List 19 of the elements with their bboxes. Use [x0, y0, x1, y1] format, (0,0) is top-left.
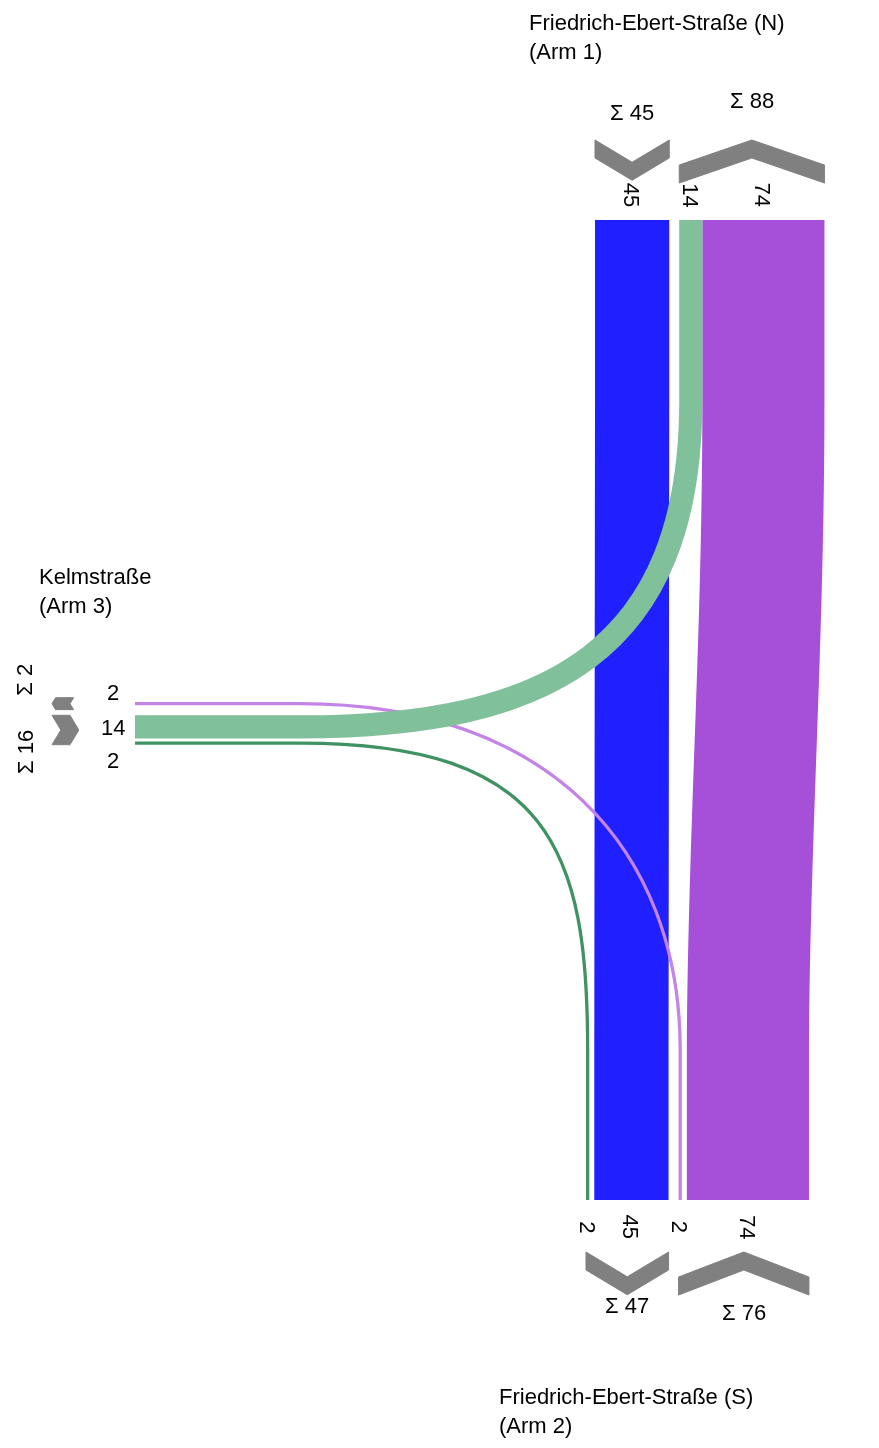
- data-label: 74: [750, 182, 776, 208]
- text: Σ 2: [12, 663, 38, 696]
- text: 45: [619, 182, 645, 208]
- text: Σ 45: [610, 100, 655, 125]
- text: 2: [667, 1220, 693, 1234]
- category-label: Kelmstraße (Arm 3): [39, 564, 152, 618]
- text: 2: [107, 748, 120, 773]
- category-label: Friedrich-Ebert-Straße (S) (Arm 2): [499, 1384, 754, 1438]
- data-label: 14: [677, 183, 703, 208]
- text: 14: [101, 715, 126, 740]
- data-label: 45: [618, 1214, 644, 1240]
- text: 74: [734, 1215, 760, 1240]
- data-label: 2: [107, 680, 120, 705]
- category-label: Friedrich-Ebert-Straße (N) (Arm 1): [529, 10, 785, 64]
- text: Σ 76: [722, 1300, 767, 1325]
- text: Σ 16: [13, 729, 38, 774]
- text: Σ 88: [730, 88, 775, 113]
- data-label: 2: [574, 1221, 600, 1234]
- text: Σ 47: [605, 1293, 650, 1318]
